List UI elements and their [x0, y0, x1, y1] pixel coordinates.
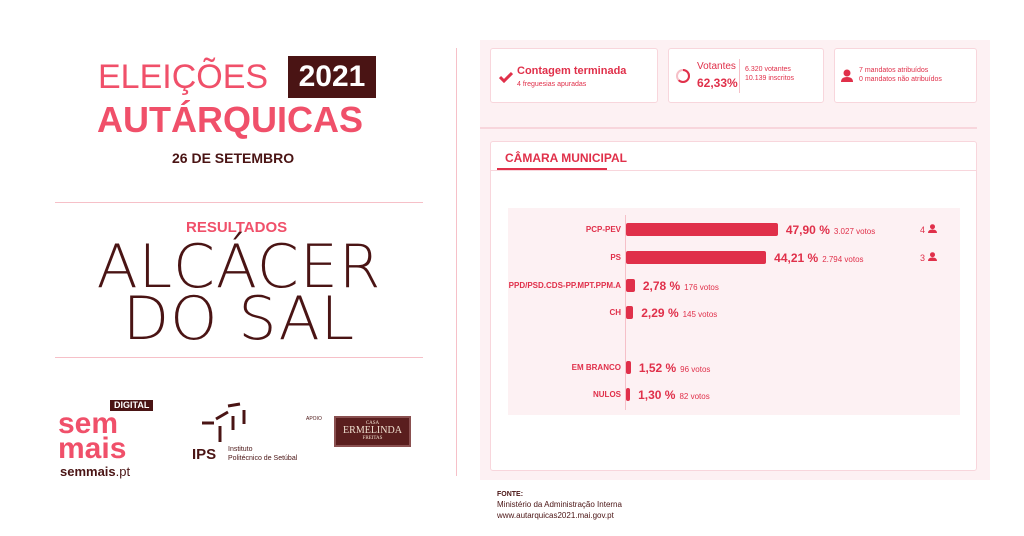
person-icon [927, 252, 937, 261]
title-autarquicas: AUTÁRQUICAS [97, 99, 363, 140]
pct-label: 2,29 % [641, 306, 679, 320]
bar [626, 388, 631, 401]
section-title: CÂMARA MUNICIPAL [505, 151, 627, 165]
casa-ermelinda-logo: CASA ERMELINDA FREITAS [334, 416, 411, 447]
chart-area [508, 208, 960, 415]
results-label: RESULTADOS [186, 219, 288, 236]
bar-label: PS [610, 253, 621, 262]
bar-value: 1,52 % 96 votos [639, 361, 711, 375]
bar-value: 47,90 % 3.027 votos [786, 223, 875, 237]
divider [55, 202, 423, 203]
bar-label: PCP-PEV [585, 225, 621, 234]
city-name-line2: DO SAL [122, 284, 356, 354]
election-date: 26 DE SETEMBRO [172, 150, 295, 166]
check-icon [499, 71, 513, 83]
votes-label: 176 votos [684, 283, 719, 292]
city-name-line1: ALCÁCER [96, 232, 382, 302]
ips-emblem-icon [202, 402, 246, 442]
pct-label: 1,30 % [638, 388, 676, 402]
count-status-card: Contagem terminada 4 freguesias apuradas [490, 48, 658, 103]
source-label: FONTE: [497, 491, 524, 498]
seats-count: 3 [920, 252, 937, 263]
pct-label: 1,52 % [638, 361, 677, 375]
bar [626, 251, 767, 264]
chart-axis [625, 215, 626, 410]
votes-label: 2.794 votos [822, 255, 864, 264]
pct-label: 2,78 % [642, 279, 681, 293]
turnout-card: Votantes 62,33% 6.320 votantes 10.139 in… [668, 48, 824, 103]
title-eleicoes: ELEIÇÕES [98, 58, 269, 96]
bar-value: 2,29 % 145 votos [641, 306, 717, 320]
votes-label: 96 votos [680, 365, 711, 374]
bar-value: 44,21 % 2.794 votos [774, 251, 863, 265]
semmais-logo: DIGITAL sem mais semmais.pt [58, 398, 158, 482]
pct-label: 47,90 % [785, 223, 830, 237]
seats-card: 7 mandatos atribuídos 0 mandatos não atr… [834, 48, 977, 103]
person-icon [841, 69, 853, 82]
bar-label: CH [609, 308, 621, 317]
turnout-ring-icon [676, 69, 690, 83]
bar-value: 1,30 % 82 votos [638, 388, 710, 402]
votes-label: 82 votos [679, 392, 710, 401]
bar [626, 306, 634, 319]
vertical-divider [456, 48, 457, 476]
divider [55, 357, 423, 358]
bar-label: PPD/PSD.CDS-PP.MPT.PPM.A [508, 281, 621, 290]
apoio-label: APOIO [306, 416, 322, 422]
bar [626, 361, 631, 374]
bar [626, 279, 635, 292]
seats-count: 4 [920, 224, 937, 235]
source-url[interactable]: www.autarquicas2021.mai.gov.pt [497, 511, 614, 520]
bar-label: NULOS [593, 390, 621, 399]
votes-label: 145 votos [682, 310, 718, 319]
bar-label: EM BRANCO [571, 363, 621, 372]
person-icon [927, 224, 937, 233]
source-name: Ministério da Administração Interna [497, 500, 622, 509]
year-badge: 2021 [288, 56, 376, 98]
bar-value: 2,78 % 176 votos [643, 279, 719, 293]
ips-logo: IPS Instituto Politécnico de Setúbal [192, 402, 312, 466]
pct-label: 44,21 % [774, 251, 819, 265]
votes-label: 3.027 votos [833, 227, 876, 236]
bar [626, 223, 778, 236]
